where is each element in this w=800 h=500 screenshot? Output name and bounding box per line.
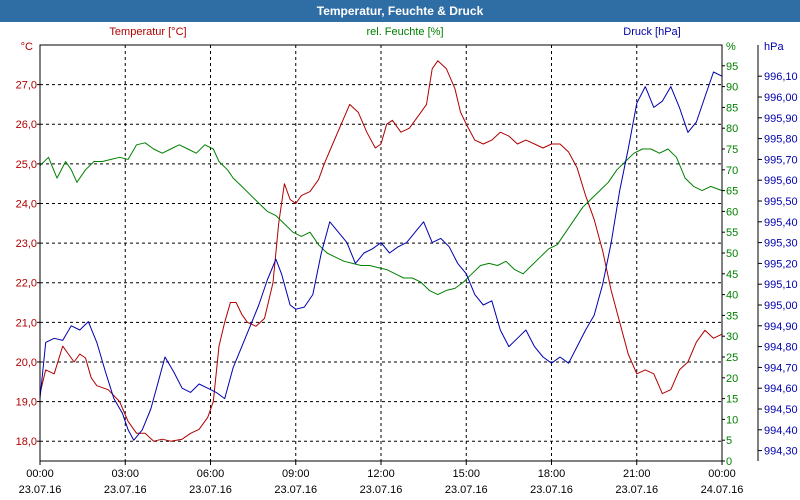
humidity-tick-label: 95 <box>726 61 738 73</box>
pressure-tick-label: 995,10 <box>764 279 798 291</box>
temp-tick-label: 27,0 <box>16 80 37 92</box>
x-tick-label-date: 24.07.16 <box>701 484 744 496</box>
temp-tick-label: 25,0 <box>16 159 37 171</box>
pressure-tick-label: 994,90 <box>764 321 798 333</box>
temp-tick-label: 22,0 <box>16 278 37 290</box>
x-tick-label-time: 00:00 <box>26 468 54 480</box>
humidity-tick-label: 35 <box>726 310 738 322</box>
pressure-series-line <box>39 71 723 441</box>
chart-canvas: °C Temperatur [°C] rel. Feuchte [%] Druc… <box>0 22 800 500</box>
pressure-tick-label: 994,60 <box>764 383 798 395</box>
pressure-tick-label: 996,00 <box>764 92 798 104</box>
humidity-tick-label: 20 <box>726 373 738 385</box>
humidity-tick-label: 10 <box>726 414 738 426</box>
x-tick-label-date: 23.07.16 <box>19 484 62 496</box>
humidity-tick-label: 85 <box>726 102 738 114</box>
pressure-tick-label: 995,00 <box>764 300 798 312</box>
temp-tick-label: 20,0 <box>16 357 37 369</box>
x-tick-label-time: 03:00 <box>111 468 139 480</box>
humidity-tick-label: 40 <box>726 290 738 302</box>
humidity-tick-label: 50 <box>726 248 738 260</box>
pressure-tick-label: 995,40 <box>764 217 798 229</box>
series-group <box>39 60 723 442</box>
x-tick-label-date: 23.07.16 <box>360 484 403 496</box>
humidity-tick-label: 25 <box>726 352 738 364</box>
pressure-tick-label: 995,60 <box>764 175 798 187</box>
humidity-series-line <box>39 142 723 296</box>
temp-unit-label: °C <box>21 41 33 53</box>
pressure-tick-label: 996,10 <box>764 71 798 83</box>
temp-tick-label: 24,0 <box>16 198 37 210</box>
axis-ticks: 00:00 23.07.16 03:00 23.07.16 06:00 23.07.16 0… <box>16 45 798 496</box>
x-tick-label-date: 23.07.16 <box>530 484 573 496</box>
pressure-tick-label: 995,20 <box>764 258 798 270</box>
chart-background <box>0 22 800 500</box>
humidity-tick-label: 0 <box>726 456 732 468</box>
x-tick-label-date: 23.07.16 <box>445 484 488 496</box>
x-tick-label-time: 21:00 <box>623 468 651 480</box>
temp-tick-label: 19,0 <box>16 397 37 409</box>
pressure-unit-label: hPa <box>764 41 784 53</box>
humidity-tick-label: 90 <box>726 82 738 94</box>
humidity-tick-label: 65 <box>726 186 738 198</box>
pressure-tick-label: 995,70 <box>764 154 798 166</box>
humidity-tick-label: 45 <box>726 269 738 281</box>
humidity-unit-label: % <box>726 41 736 53</box>
pressure-tick-label: 995,90 <box>764 113 798 125</box>
humidity-tick-label: 70 <box>726 165 738 177</box>
temperature-series-line <box>39 60 723 442</box>
humidity-tick-label: 75 <box>726 144 738 156</box>
pressure-tick-label: 994,30 <box>764 446 798 458</box>
pressure-axis-title: Druck [hPa] <box>623 26 680 38</box>
temp-tick-label: 23,0 <box>16 238 37 250</box>
humidity-tick-label: 55 <box>726 227 738 239</box>
x-tick-label-time: 09:00 <box>282 468 310 480</box>
chart-title: Temperatur, Feuchte & Druck <box>0 0 800 22</box>
temp-tick-label: 26,0 <box>16 119 37 131</box>
x-tick-label-time: 12:00 <box>367 468 395 480</box>
humidity-tick-label: 15 <box>726 394 738 406</box>
pressure-tick-label: 995,30 <box>764 238 798 250</box>
pressure-tick-label: 995,80 <box>764 134 798 146</box>
temp-axis-title: Temperatur [°C] <box>109 26 186 38</box>
x-tick-label-date: 23.07.16 <box>189 484 232 496</box>
humidity-tick-label: 80 <box>726 123 738 135</box>
temp-tick-label: 21,0 <box>16 317 37 329</box>
plot-frame <box>39 44 723 462</box>
humidity-axis-title: rel. Feuchte [%] <box>366 26 443 38</box>
humidity-tick-label: 30 <box>726 331 738 343</box>
pressure-tick-label: 994,40 <box>764 425 798 437</box>
x-tick-label-date: 23.07.16 <box>104 484 147 496</box>
pressure-tick-label: 994,50 <box>764 404 798 416</box>
humidity-tick-label: 5 <box>726 435 732 447</box>
x-tick-label-time: 00:00 <box>708 468 736 480</box>
x-tick-label-date: 23.07.16 <box>274 484 317 496</box>
x-tick-label-time: 18:00 <box>538 468 566 480</box>
pressure-tick-label: 994,70 <box>764 362 798 374</box>
pressure-tick-label: 995,50 <box>764 196 798 208</box>
pressure-tick-label: 994,80 <box>764 342 798 354</box>
temp-tick-label: 18,0 <box>16 436 37 448</box>
x-tick-label-date: 23.07.16 <box>615 484 658 496</box>
x-tick-label-time: 06:00 <box>197 468 225 480</box>
x-tick-label-time: 15:00 <box>452 468 480 480</box>
humidity-tick-label: 60 <box>726 206 738 218</box>
